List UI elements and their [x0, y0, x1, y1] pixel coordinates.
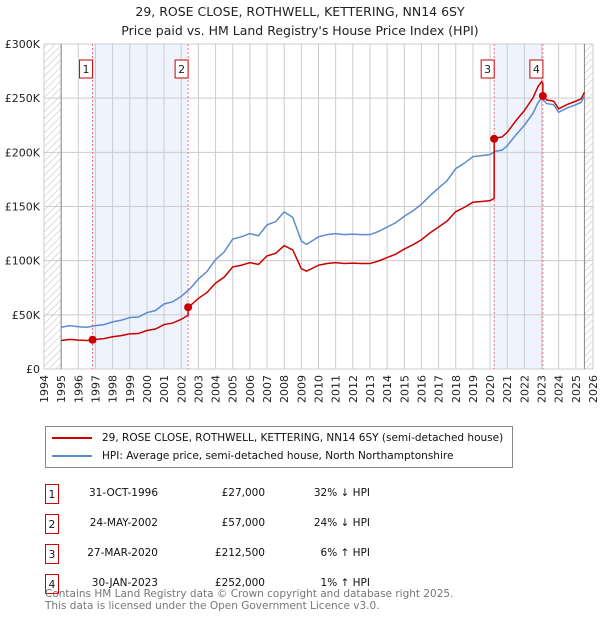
x-tick-label: 2016: [415, 375, 428, 403]
legend-red-line: [52, 437, 92, 439]
x-tick-label: 2000: [141, 375, 154, 403]
x-tick-label: 2015: [398, 375, 411, 403]
x-tick-label: 2012: [347, 375, 360, 403]
footer-line: This data is licensed under the Open Gov…: [45, 600, 380, 612]
x-tick-label: 2013: [364, 375, 377, 403]
x-tick-label: 2004: [210, 375, 223, 403]
x-tick-label: 2002: [175, 375, 188, 403]
sale-hpi-diff: 1% ↑ HPI: [320, 577, 370, 589]
sale-point: [538, 92, 547, 100]
y-tick-label: £50K: [12, 309, 41, 322]
sale-price: £57,000: [221, 517, 265, 529]
x-tick-label: 2018: [450, 375, 463, 403]
x-tick-label: 2003: [192, 375, 205, 403]
x-tick-label: 2020: [484, 375, 497, 403]
y-tick-label: £150K: [5, 201, 41, 214]
y-tick-label: £200K: [5, 146, 41, 159]
x-tick-label: 2006: [244, 375, 257, 403]
sale-label-box: [174, 59, 189, 79]
x-tick-label: 1999: [124, 375, 137, 403]
x-tick-label: 2021: [501, 375, 514, 403]
legend: 29, ROSE CLOSE, ROTHWELL, KETTERING, NN1…: [45, 426, 513, 468]
legend-price-label: 29, ROSE CLOSE, ROTHWELL, KETTERING, NN1…: [102, 432, 504, 444]
legend-hpi-label: HPI: Average price, semi-detached house,…: [102, 450, 454, 462]
sale-date: 31-OCT-1996: [89, 487, 158, 499]
x-tick-label: 2010: [313, 375, 326, 403]
chart-title: 29, ROSE CLOSE, ROTHWELL, KETTERING, NN1…: [0, 2, 600, 40]
y-tick-label: £0: [26, 363, 40, 376]
footer: Contains HM Land Registry data © Crown c…: [45, 588, 453, 612]
x-tick-label: 2011: [330, 375, 343, 403]
x-tick-label: 2025: [570, 375, 583, 403]
sale-marker-number: 4: [45, 574, 59, 594]
x-tick-label: 2014: [381, 375, 394, 403]
sale-price: £252,000: [214, 577, 265, 589]
x-tick-label: 2023: [536, 375, 549, 403]
title-line: 29, ROSE CLOSE, ROTHWELL, KETTERING, NN1…: [135, 4, 465, 19]
sale-marker-number: 2: [45, 514, 59, 534]
sale-price: £212,500: [214, 547, 265, 559]
sale-date: 24-MAY-2002: [89, 517, 158, 529]
sale-label-box: [79, 59, 94, 79]
sale-label-number: 4: [533, 63, 540, 76]
sale-point: [88, 335, 97, 344]
y-tick-label: £250K: [5, 92, 41, 105]
legend-blue-line: [52, 455, 92, 457]
x-tick-label: 2001: [158, 375, 171, 403]
x-tick-label: 2019: [467, 375, 480, 403]
x-tick-label: 2005: [227, 375, 240, 403]
x-tick-label: 2026: [587, 375, 600, 403]
sale-label-box: [480, 59, 495, 79]
sale-label-box: [529, 59, 544, 79]
sale-date: 30-JAN-2023: [91, 577, 158, 589]
x-tick-label: 1995: [55, 375, 68, 403]
x-tick-label: 2024: [553, 375, 566, 403]
sale-hpi-diff: 24% ↓ HPI: [313, 517, 370, 529]
x-tick-label: 2007: [261, 375, 274, 403]
x-tick-label: 2017: [433, 375, 446, 403]
sale-hpi-diff: 32% ↓ HPI: [313, 487, 370, 499]
sale-marker-number: 3: [45, 544, 59, 564]
hpi-line: [61, 95, 586, 329]
subtitle-line: Price paid vs. HM Land Registry's House …: [121, 23, 479, 38]
sale-label-number: 1: [83, 63, 90, 76]
sale-price: £27,000: [221, 487, 265, 499]
x-tick-label: 2022: [518, 375, 531, 403]
x-tick-label: 1996: [72, 375, 85, 403]
price-chart: 1994 1995 1996 1997 1998 1999 2000 2001 2002 2003…: [5, 38, 600, 403]
sale-hpi-diff: 6% ↑ HPI: [320, 547, 370, 559]
footer-line: Contains HM Land Registry data © Crown c…: [45, 588, 454, 600]
price-line: [61, 80, 586, 342]
sale-point: [184, 303, 193, 312]
x-tick-label: 1994: [38, 375, 51, 403]
x-tick-label: 2008: [278, 375, 291, 403]
x-tick-label: 1997: [89, 375, 102, 403]
sale-marker-number: 1: [45, 484, 59, 504]
y-tick-label: £100K: [5, 255, 41, 268]
x-tick-label: 2009: [295, 375, 308, 403]
sale-date: 27-MAR-2020: [87, 547, 158, 559]
y-tick-label: £300K: [5, 38, 41, 51]
x-tick-label: 1998: [107, 375, 120, 403]
sale-label-number: 2: [178, 63, 185, 76]
sale-point: [490, 134, 499, 143]
sale-label-number: 3: [484, 63, 491, 76]
